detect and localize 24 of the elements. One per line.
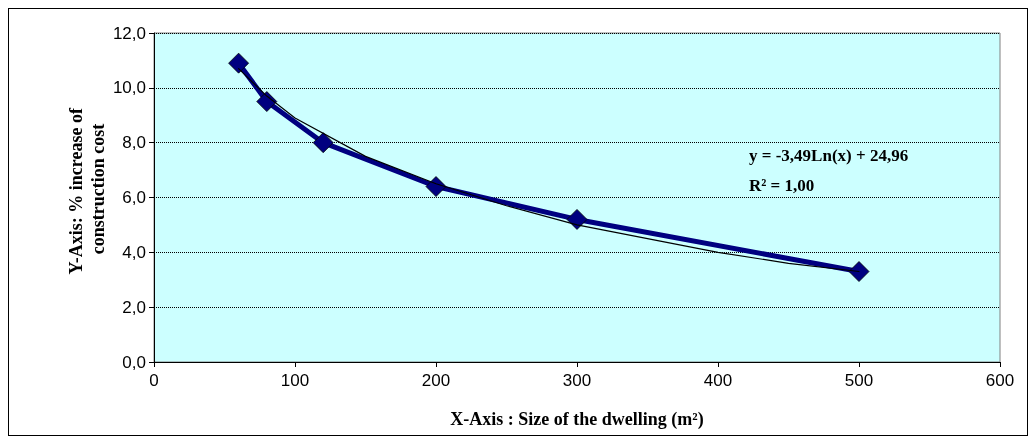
annotation: R² = 1,00: [749, 176, 815, 195]
point: [566, 209, 588, 230]
point: [228, 52, 249, 74]
x-tick-label: 100: [280, 371, 310, 390]
x-tick-label: 0: [149, 371, 159, 390]
x-tick-label: 500: [844, 371, 874, 390]
y-tick-label: 12,0: [112, 23, 146, 43]
point: [256, 91, 278, 112]
x-tick-label: 300: [562, 371, 592, 390]
x-tick-label: 600: [985, 371, 1015, 390]
point: [425, 176, 447, 197]
y-tick-label: 4,0: [122, 242, 146, 262]
y-tick-label: 2,0: [122, 297, 146, 317]
point: [848, 261, 870, 282]
annotation: y = -3,49Ln(x) + 24,96: [749, 146, 909, 165]
y-tick-label: 6,0: [122, 188, 146, 207]
y-axis-title: Y-Axis: % increase of construction cost: [66, 103, 108, 275]
x-axis-title: X-Axis : Size of the dwelling (m²): [450, 409, 704, 430]
y-tick-label: 10,0: [112, 78, 146, 98]
y-tick-label: 8,0: [122, 133, 146, 153]
x-tick-label: 200: [421, 371, 451, 390]
point: [312, 132, 334, 154]
y-tick-label: 0,0: [122, 352, 146, 372]
x-tick-label: 400: [703, 371, 733, 390]
